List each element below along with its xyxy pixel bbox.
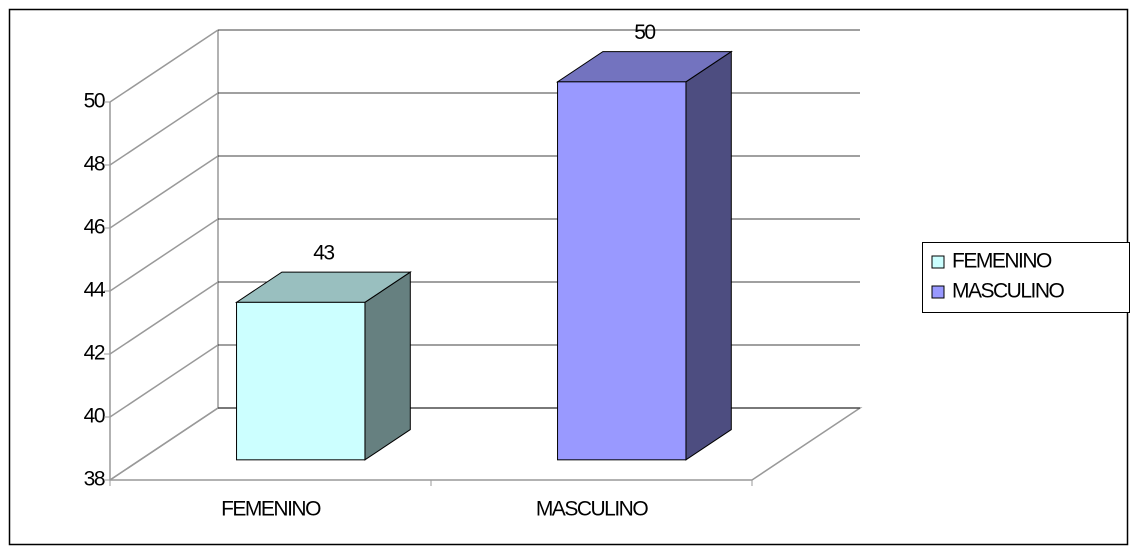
bar-side bbox=[364, 271, 411, 461]
legend-swatch bbox=[931, 255, 945, 269]
legend-label: MASCULINO bbox=[952, 280, 1065, 303]
legend-label: FEMENINO bbox=[952, 250, 1052, 273]
y-tick-label: 48 bbox=[84, 153, 105, 176]
side-grid-line bbox=[109, 29, 219, 103]
y-tick-label: 44 bbox=[84, 279, 106, 302]
side-grid-line bbox=[109, 407, 219, 481]
side-grid-line bbox=[109, 344, 219, 418]
y-tick-label: 38 bbox=[84, 468, 105, 491]
y-tick-label: 46 bbox=[84, 216, 105, 239]
side-grid-line bbox=[109, 92, 219, 166]
bar-side bbox=[685, 50, 732, 461]
y-tick-label: 50 bbox=[84, 90, 105, 113]
data-label: 50 bbox=[634, 21, 655, 44]
bar bbox=[236, 301, 366, 461]
legend-swatch bbox=[931, 285, 945, 299]
y-tick-label: 42 bbox=[84, 342, 105, 365]
x-tick-label: MASCULINO bbox=[536, 498, 649, 521]
data-label: 43 bbox=[313, 242, 334, 265]
side-grid-line bbox=[109, 155, 219, 229]
side-grid-line bbox=[109, 218, 219, 292]
x-tick-label: FEMENINO bbox=[221, 498, 321, 521]
side-grid-line bbox=[109, 281, 219, 355]
bar bbox=[557, 81, 687, 461]
legend-box bbox=[922, 242, 1130, 313]
y-tick-label: 40 bbox=[84, 405, 105, 428]
